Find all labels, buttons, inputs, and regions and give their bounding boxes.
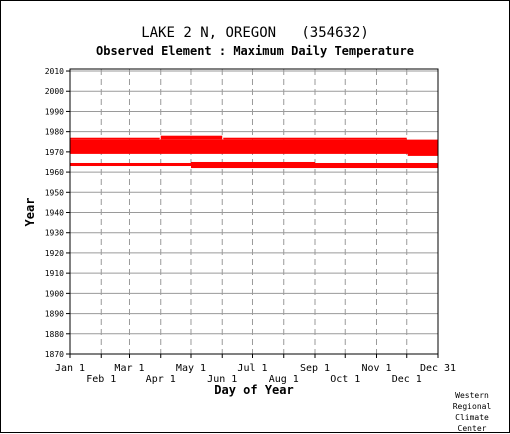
y-tick-label: 1960 — [45, 168, 64, 177]
y-tick-label: 2000 — [45, 87, 64, 96]
y-tick-label: 1990 — [45, 107, 64, 116]
y-tick-label: 1970 — [45, 148, 64, 157]
x-tick-label: Sep 1 — [300, 363, 330, 374]
y-tick-label: 1920 — [45, 249, 64, 258]
x-tick-label: Nov 1 — [361, 363, 391, 374]
y-tick-label: 1890 — [45, 310, 64, 319]
x-tick-label: Aug 1 — [269, 374, 299, 385]
plot-border — [69, 68, 439, 355]
data-band — [314, 165, 438, 169]
y-tick-label: 1870 — [45, 350, 64, 359]
data-band — [223, 137, 407, 140]
x-tick-label: Jun 1 — [207, 374, 237, 385]
credit-text: Western Regional Climate Center — [442, 390, 502, 434]
x-tick-label: Feb 1 — [86, 374, 116, 385]
x-tick-label: Dec 31 — [420, 363, 456, 374]
x-tick-label: Dec 1 — [392, 374, 422, 385]
y-tick-label: 1880 — [45, 330, 64, 339]
data-band — [160, 135, 223, 140]
x-tick-label: Jul 1 — [237, 363, 267, 374]
chart-title: LAKE 2 N, OREGON (354632) — [141, 25, 369, 41]
y-tick-label: 1900 — [45, 289, 64, 298]
credit-line: Climate — [455, 413, 489, 422]
y-tick-label: 2010 — [45, 67, 64, 76]
y-tick-label: 1930 — [45, 229, 64, 238]
x-tick-label: May 1 — [176, 363, 206, 374]
x-tick-label: Mar 1 — [114, 363, 144, 374]
y-axis-label: Year — [23, 197, 37, 227]
y-tick-label: 1940 — [45, 209, 64, 218]
chart-subtitle: Observed Element : Maximum Daily Tempera… — [96, 44, 414, 58]
data-band — [190, 161, 315, 169]
x-tick-label: Jan 1 — [55, 363, 85, 374]
data-band — [70, 137, 160, 140]
y-tick-label: 1980 — [45, 128, 64, 137]
credit-line: Center — [457, 424, 487, 433]
x-axis-label: Day of Year — [214, 383, 294, 397]
credit-line: Western — [455, 391, 489, 400]
data-band — [70, 139, 438, 154]
x-tick-label: Apr 1 — [146, 374, 176, 385]
data-band — [407, 139, 438, 156]
y-tick-label: 1910 — [45, 269, 64, 278]
credit-line: Regional — [452, 402, 492, 411]
x-tick-label: Oct 1 — [330, 374, 360, 385]
y-tick-label: 1950 — [45, 188, 64, 197]
